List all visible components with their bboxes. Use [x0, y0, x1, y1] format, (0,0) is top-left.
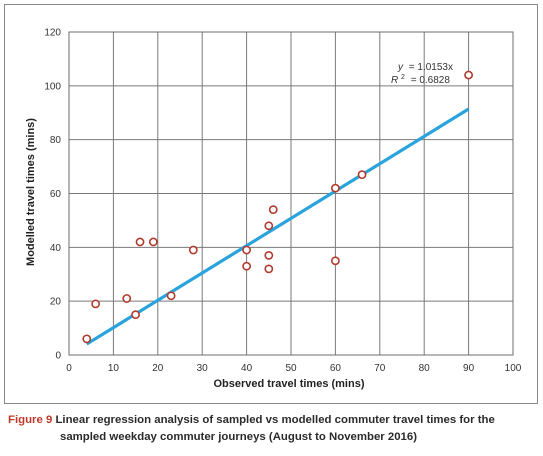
x-tick-label: 80	[419, 363, 431, 374]
x-tick-label: 0	[66, 363, 72, 374]
equation-rhs: = 1.0153x	[409, 62, 453, 73]
x-tick-label: 90	[463, 363, 475, 374]
x-tick-label: 30	[197, 363, 209, 374]
x-tick-label: 100	[505, 363, 522, 374]
y-tick-label: 60	[50, 189, 62, 200]
data-point	[264, 251, 274, 260]
y-axis-ticks: 0 20 40 60 80 100 120	[44, 28, 61, 362]
trendline-segment	[85, 107, 470, 346]
data-point	[166, 291, 176, 301]
x-axis-label: Observed travel times (mins)	[213, 378, 364, 390]
y-axis-label: Modelled travel times (mins)	[25, 118, 37, 266]
data-points	[82, 70, 473, 344]
figure-caption: Figure 9 Linear regression analysis of s…	[8, 412, 538, 446]
equation-variable: y	[397, 62, 404, 73]
y-tick-label: 0	[55, 351, 61, 362]
caption-figure-number: Figure 9	[8, 414, 53, 426]
x-tick-label: 60	[330, 363, 342, 374]
data-point	[135, 237, 145, 247]
data-point	[268, 205, 278, 215]
r-squared-value: R 2 = 0.6828	[391, 71, 450, 86]
data-point	[464, 70, 473, 80]
data-point	[242, 261, 251, 271]
trendline	[85, 107, 470, 346]
y-tick-label: 20	[50, 297, 62, 308]
caption-line-2: sampled weekday commuter journeys (Augus…	[60, 431, 418, 443]
data-point	[330, 183, 340, 193]
data-point	[82, 334, 92, 344]
scatter-chart: 0 10 20 30 40 50 60 70 80 90 100 0 20 40 60 80 100 120 O…	[25, 28, 522, 391]
data-point	[242, 245, 251, 255]
x-tick-label: 50	[285, 363, 297, 374]
r-squared-variable: R	[391, 75, 398, 86]
figure-frame	[4, 4, 538, 404]
data-point	[148, 237, 158, 247]
x-tick-label: 10	[108, 363, 120, 374]
data-point	[91, 299, 101, 309]
x-tick-label: 70	[374, 363, 386, 374]
r-squared-rhs: = 0.6828	[411, 75, 451, 86]
y-tick-label: 100	[44, 81, 61, 92]
y-tick-label: 80	[50, 135, 62, 146]
data-point	[188, 245, 198, 255]
data-point	[122, 294, 132, 303]
y-tick-label: 120	[44, 28, 61, 39]
data-point	[264, 221, 274, 231]
x-axis-ticks: 0 10 20 30 40 50 60 70 80 90 100	[66, 363, 522, 374]
data-point	[264, 264, 274, 274]
regression-equation: y = 1.0153x	[397, 62, 453, 73]
y-tick-label: 40	[50, 243, 62, 254]
x-tick-label: 40	[241, 363, 253, 374]
caption-line-1: Linear regression analysis of sampled vs…	[52, 414, 495, 426]
data-point	[330, 256, 340, 266]
plot-frame	[68, 31, 514, 356]
data-point	[131, 310, 140, 320]
r-squared-superscript: 2	[401, 74, 405, 81]
x-tick-label: 20	[152, 363, 164, 374]
data-point	[357, 170, 367, 180]
